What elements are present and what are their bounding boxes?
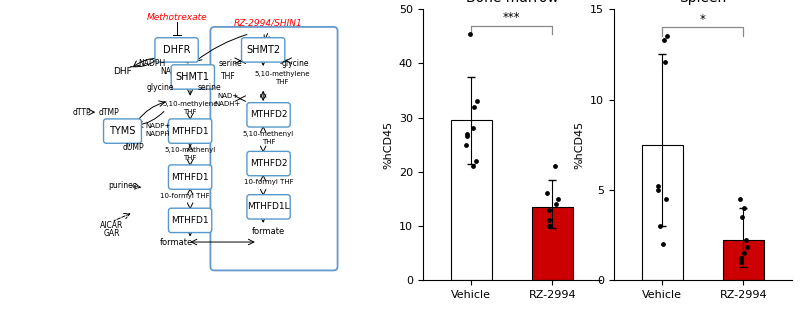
- Point: [542, 207, 555, 212]
- Bar: [451, 120, 492, 280]
- Bar: [723, 240, 764, 280]
- Text: THF: THF: [275, 79, 289, 86]
- Bar: [642, 145, 682, 280]
- Point: [652, 183, 665, 188]
- Point: [739, 238, 752, 243]
- Text: THF: THF: [183, 155, 197, 161]
- Text: dTMP: dTMP: [98, 108, 119, 117]
- Text: SHMT1: SHMT1: [176, 72, 210, 82]
- Text: formate: formate: [160, 238, 194, 247]
- Point: [461, 131, 474, 136]
- Point: [656, 241, 669, 246]
- Point: [659, 196, 672, 201]
- Text: THF: THF: [183, 109, 197, 115]
- Text: MTHFD2: MTHFD2: [250, 110, 287, 119]
- Text: RZ-2994/SHIN1: RZ-2994/SHIN1: [234, 18, 303, 27]
- Point: [460, 142, 473, 147]
- Point: [544, 223, 557, 228]
- Text: serine: serine: [219, 59, 242, 68]
- Text: NAD+: NAD+: [218, 93, 238, 99]
- Text: 5,10-methylene: 5,10-methylene: [162, 101, 218, 107]
- Point: [550, 202, 562, 207]
- Text: NADP+: NADP+: [160, 67, 188, 76]
- Point: [659, 59, 672, 64]
- Text: *: *: [700, 12, 706, 26]
- Text: 10-formyl THF: 10-formyl THF: [244, 179, 294, 185]
- Text: 10-formyl THF: 10-formyl THF: [160, 193, 210, 199]
- Text: MTHFD1: MTHFD1: [171, 127, 209, 136]
- Title: Spleen: Spleen: [679, 0, 726, 5]
- Text: 5,10-methenyl: 5,10-methenyl: [165, 147, 216, 153]
- Text: GAR: GAR: [103, 230, 120, 239]
- Text: serine: serine: [198, 83, 221, 92]
- Text: formate: formate: [252, 227, 286, 236]
- Y-axis label: %hCD45: %hCD45: [383, 121, 394, 169]
- Title: Bone marrow: Bone marrow: [466, 0, 558, 5]
- FancyBboxPatch shape: [155, 38, 198, 62]
- Text: glycine: glycine: [282, 59, 310, 68]
- Text: THF: THF: [262, 139, 275, 145]
- Text: dUMP: dUMP: [122, 143, 144, 152]
- FancyBboxPatch shape: [171, 65, 214, 89]
- Point: [542, 218, 555, 223]
- Point: [658, 38, 670, 43]
- Text: MTHFD1L: MTHFD1L: [247, 202, 290, 211]
- Text: NADH+: NADH+: [215, 101, 241, 107]
- Point: [542, 223, 555, 228]
- Text: AICAR: AICAR: [100, 221, 123, 230]
- Text: THF: THF: [182, 67, 198, 76]
- Point: [551, 196, 564, 201]
- FancyBboxPatch shape: [169, 119, 212, 143]
- Point: [661, 34, 674, 39]
- Point: [738, 205, 750, 210]
- Y-axis label: %hCD45: %hCD45: [574, 121, 585, 169]
- Text: ***: ***: [503, 11, 521, 24]
- Text: purines: purines: [108, 181, 137, 190]
- Point: [541, 191, 554, 196]
- Text: NADPH: NADPH: [146, 131, 170, 137]
- Point: [548, 164, 561, 169]
- Text: NADPH: NADPH: [138, 59, 166, 68]
- Bar: [532, 207, 573, 280]
- FancyBboxPatch shape: [210, 27, 338, 271]
- Point: [470, 99, 483, 104]
- Text: THF: THF: [221, 72, 235, 81]
- FancyBboxPatch shape: [169, 165, 212, 189]
- Point: [734, 259, 747, 264]
- Text: MTHFD2: MTHFD2: [250, 159, 287, 168]
- FancyBboxPatch shape: [103, 119, 142, 143]
- Point: [654, 223, 666, 228]
- Text: SHMT2: SHMT2: [246, 45, 280, 55]
- Point: [651, 187, 664, 192]
- FancyBboxPatch shape: [169, 208, 212, 233]
- Text: 5,10-methenyl: 5,10-methenyl: [243, 131, 294, 137]
- Text: NADP+: NADP+: [145, 123, 170, 129]
- FancyBboxPatch shape: [247, 195, 290, 219]
- Text: MTHFD1: MTHFD1: [171, 216, 209, 225]
- Point: [734, 196, 747, 201]
- FancyBboxPatch shape: [242, 38, 285, 62]
- Point: [463, 31, 476, 36]
- Point: [736, 214, 749, 219]
- Point: [461, 134, 474, 139]
- Text: dTTP: dTTP: [73, 108, 91, 117]
- FancyBboxPatch shape: [247, 151, 290, 176]
- Text: TYMS: TYMS: [110, 126, 136, 136]
- Point: [738, 250, 750, 255]
- Text: MTHFD1: MTHFD1: [171, 173, 209, 182]
- Text: glycine: glycine: [146, 83, 174, 92]
- Point: [469, 158, 482, 163]
- FancyBboxPatch shape: [247, 103, 290, 127]
- Point: [466, 164, 479, 169]
- Point: [468, 104, 481, 109]
- Point: [734, 256, 747, 261]
- Text: 5,10-methylene: 5,10-methylene: [254, 71, 310, 77]
- Text: Methotrexate: Methotrexate: [146, 13, 207, 22]
- Text: DHF: DHF: [113, 67, 132, 76]
- Point: [741, 245, 754, 250]
- Text: DHFR: DHFR: [163, 45, 190, 55]
- Point: [466, 126, 479, 131]
